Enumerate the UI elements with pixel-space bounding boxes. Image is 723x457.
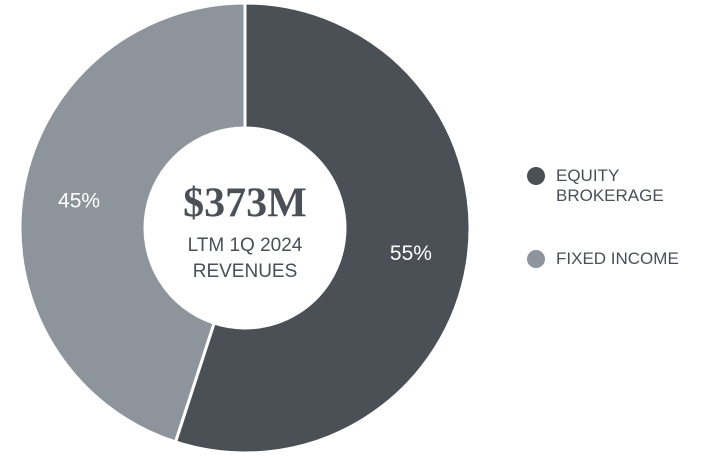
data-label: 55% bbox=[390, 242, 432, 265]
slice bbox=[173, 1, 472, 455]
center-title: $373M bbox=[183, 181, 307, 227]
center-line: LTM 1Q 2024 bbox=[188, 235, 303, 256]
legend-swatch bbox=[527, 167, 545, 185]
data-label: 45% bbox=[58, 189, 100, 212]
center-line: REVENUES bbox=[193, 261, 298, 282]
legend-label: FIXED INCOME bbox=[556, 249, 679, 268]
legend-swatch bbox=[527, 250, 545, 268]
slice bbox=[18, 1, 247, 444]
legend-label: EQUITY BROKERAGE bbox=[556, 166, 664, 205]
